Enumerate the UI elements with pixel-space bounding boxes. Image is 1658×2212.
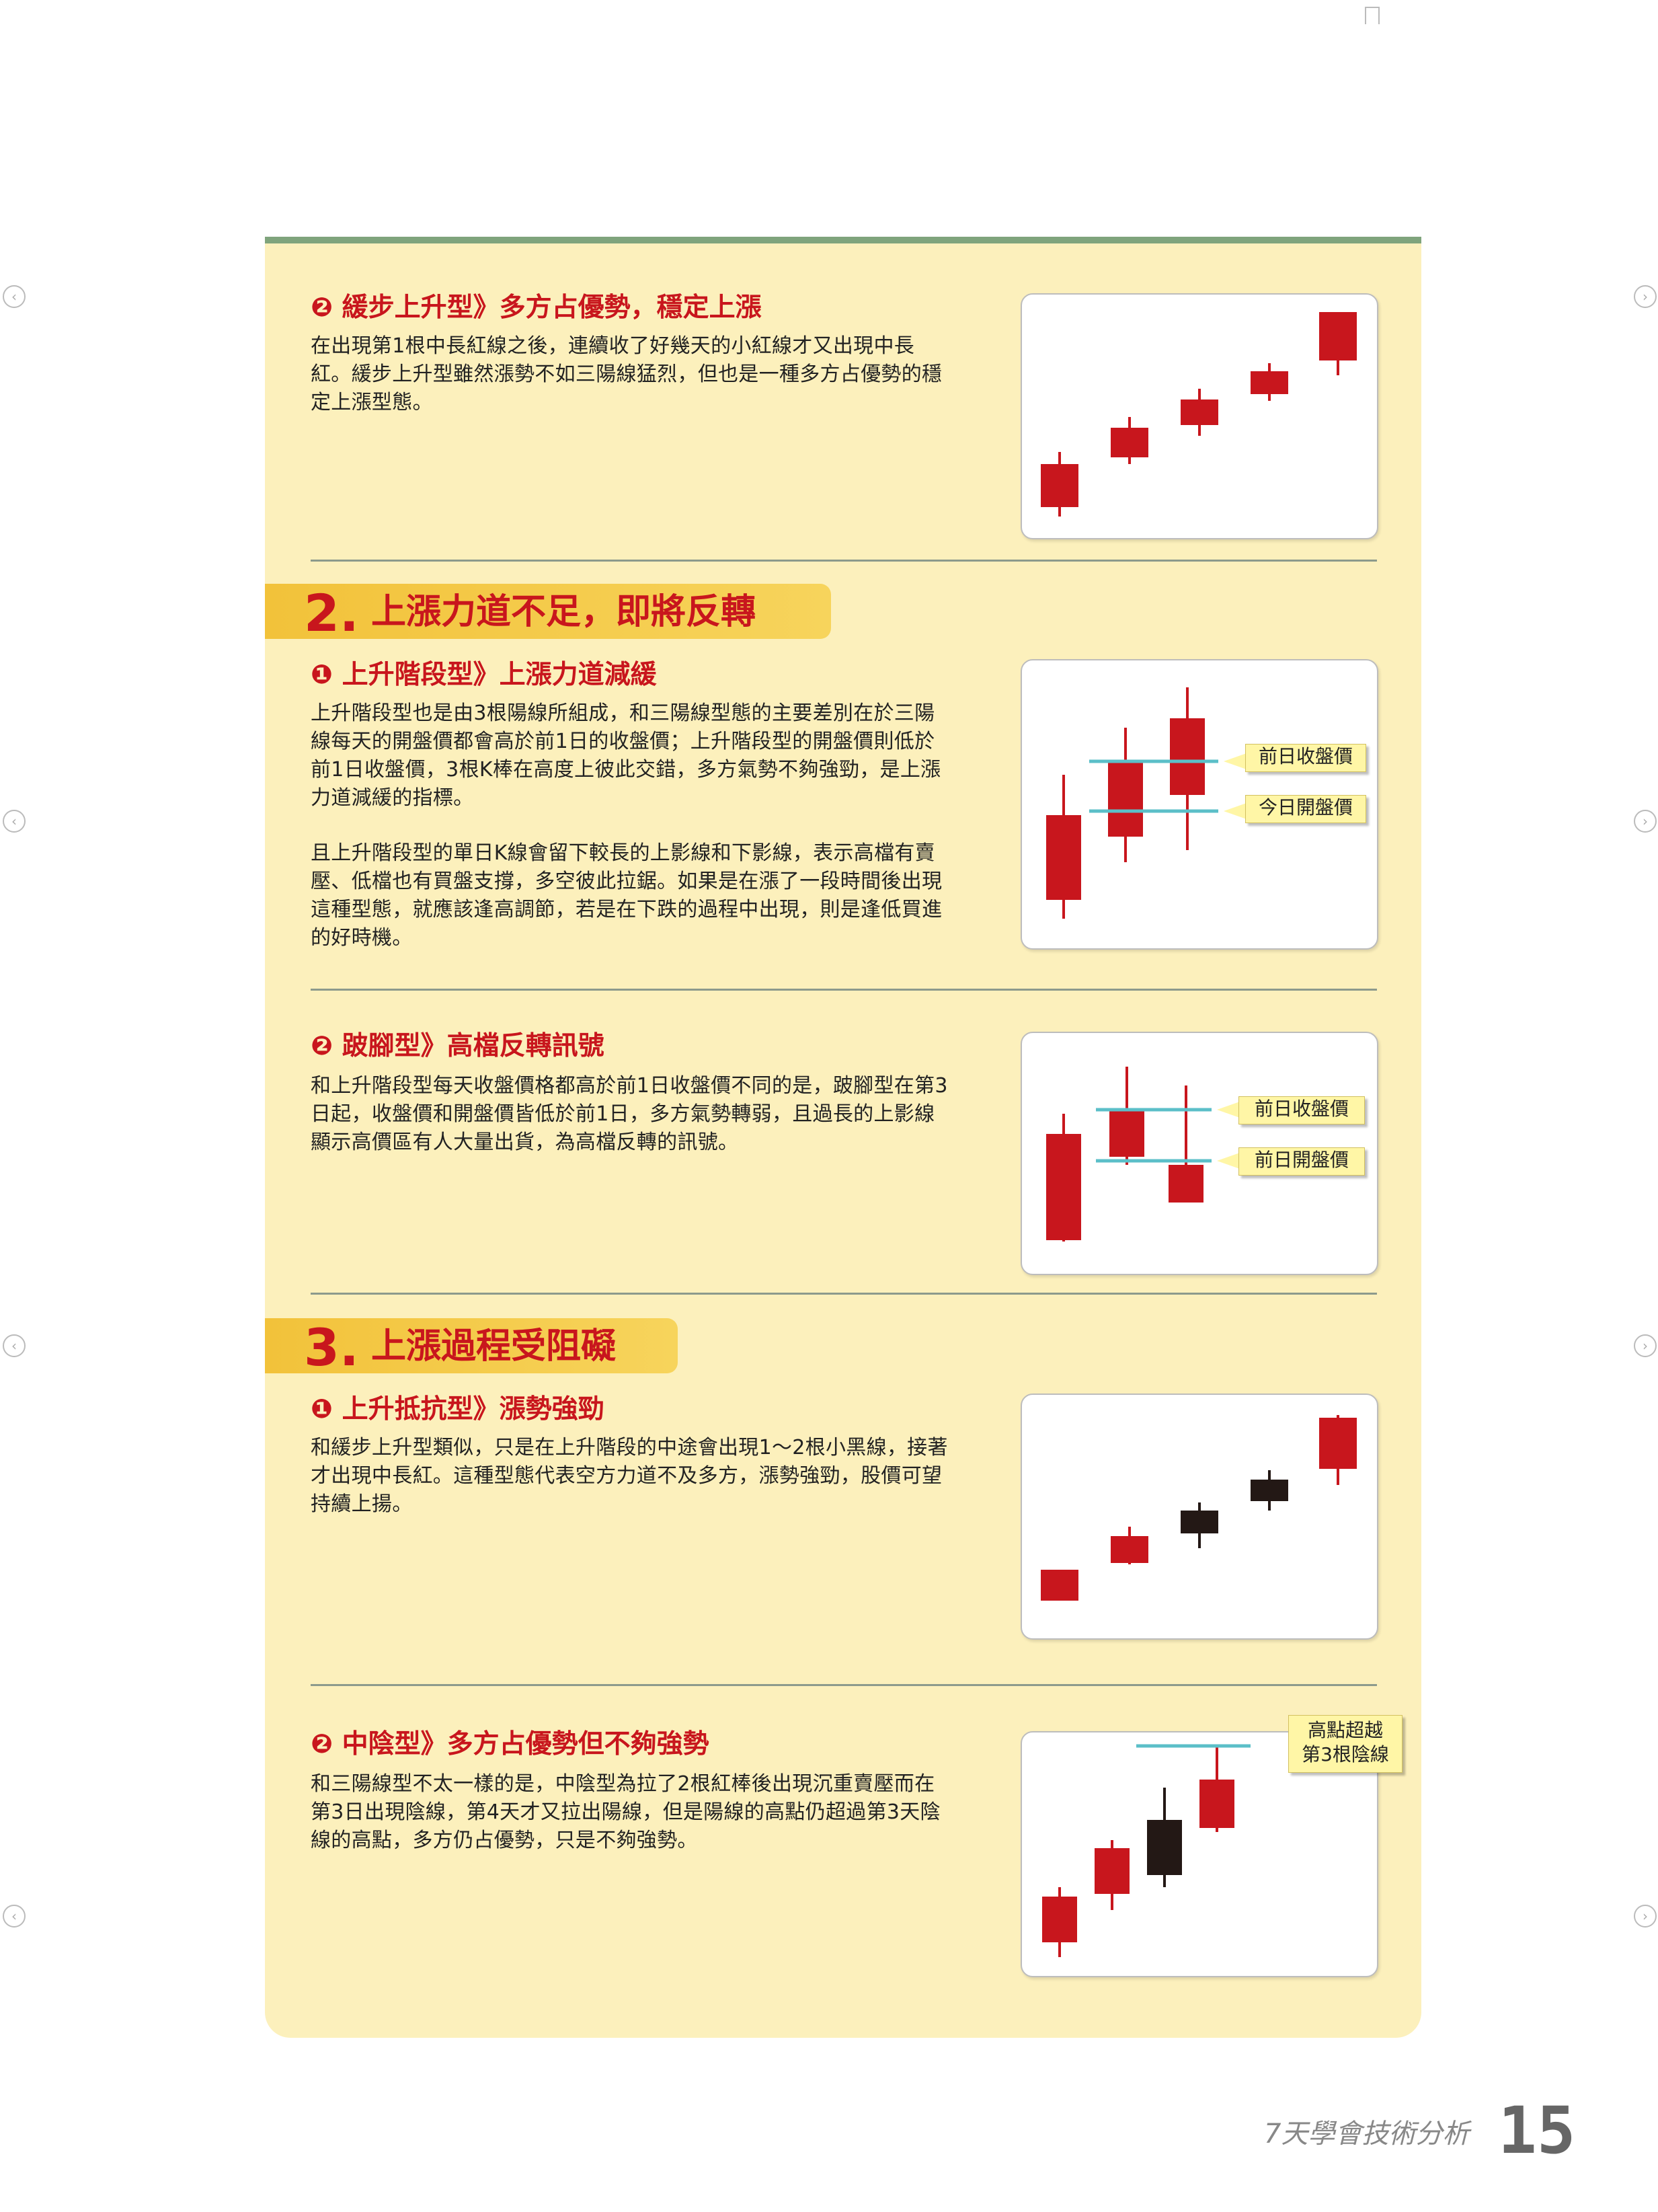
candle-bull <box>1319 1415 1357 1485</box>
candlestick-chart-lame-foot <box>1021 1032 1378 1275</box>
candle-bull <box>1251 363 1288 401</box>
subsection-title: ❷ 緩步上升型》多方占優勢，穩定上漲 <box>311 293 762 323</box>
candle-bull <box>1181 389 1218 436</box>
section-banner <box>265 584 831 639</box>
subsection-body: 和緩步上升型類似，只是在上升階段的中途會出現1～2根小黑線，接著才出現中長紅。這… <box>311 1436 948 1516</box>
callout-prev-open: 前日開盤價 <box>1238 1147 1365 1176</box>
candle-bull <box>1041 1570 1078 1601</box>
subsection-title: ❷ 跛腳型》高檔反轉訊號 <box>311 1031 604 1061</box>
callout-prev-close: 前日收盤價 <box>1238 1096 1365 1124</box>
candle-bear <box>1251 1470 1288 1511</box>
callout-line: 高點超越 <box>1307 1719 1383 1741</box>
section-divider <box>311 1684 1377 1686</box>
candle-bull <box>1108 728 1143 862</box>
page-number: 15 <box>1498 2093 1576 2168</box>
nav-arrow-left-icon[interactable]: ‹ <box>3 1334 26 1357</box>
nav-arrow-left-icon[interactable]: ‹ <box>3 1905 26 1928</box>
callout-high-exceeds: 高點超越 第3根陰線 <box>1288 1715 1403 1773</box>
section-title: 上漲力道不足，即將反轉 <box>371 592 756 632</box>
candle-bull <box>1046 1114 1081 1242</box>
nav-arrow-left-icon[interactable]: ‹ <box>3 810 26 833</box>
section-banner <box>265 1318 678 1373</box>
section-number: 2. <box>304 583 359 643</box>
section-divider <box>311 560 1377 562</box>
candle-bull <box>1095 1840 1130 1910</box>
candle-bull <box>1041 452 1078 517</box>
section-number: 3. <box>304 1318 359 1377</box>
nav-arrow-left-icon[interactable]: ‹ <box>3 285 26 308</box>
candle-bear <box>1147 1788 1182 1887</box>
subsection-body: 和上升階段型每天收盤價格都高於前1日收盤價不同的是，跛腳型在第3日起，收盤價和開… <box>311 1074 948 1154</box>
subsection-body: 且上升階段型的單日K線會留下較長的上影線和下影線，表示高檔有賣壓、低檔也有買盤支… <box>311 841 943 950</box>
nav-arrow-right-icon[interactable]: › <box>1634 1334 1657 1357</box>
nav-arrow-right-icon[interactable]: › <box>1634 285 1657 308</box>
subsection-title: ❶ 上升階段型》上漲力道減緩 <box>311 660 657 690</box>
subsection-title: ❶ 上升抵抗型》漲勢強勁 <box>311 1394 604 1424</box>
candlestick-chart-gradual-rise <box>1021 293 1378 539</box>
callout-prev-close: 前日收盤價 <box>1245 744 1366 772</box>
candle-bull <box>1319 312 1357 375</box>
subsection-title: ❷ 中陰型》多方占優勢但不夠強勢 <box>311 1729 709 1759</box>
candle-bear <box>1181 1502 1218 1548</box>
section-divider <box>311 989 1377 991</box>
candle-bull <box>1199 1745 1234 1832</box>
candlestick-chart-rising-resistance <box>1021 1394 1378 1640</box>
callout-line: 第3根陰線 <box>1302 1743 1389 1765</box>
book-title: 7天學會技術分析 <box>1264 2119 1470 2149</box>
candle-bull <box>1169 1085 1203 1203</box>
section-divider <box>311 1293 1377 1295</box>
candle-bull <box>1111 417 1148 464</box>
callout-today-open: 今日開盤價 <box>1245 795 1366 823</box>
subsection-body: 和三陽線型不太一樣的是，中陰型為拉了2根紅棒後出現沉重賣壓而在第3日出現陰線，第… <box>311 1772 941 1852</box>
bookmark-icon[interactable] <box>1365 7 1380 24</box>
subsection-body: 在出現第1根中長紅線之後，連續收了好幾天的小紅線才又出現中長紅。緩步上升型雖然漲… <box>311 334 943 414</box>
section-title: 上漲過程受阻礙 <box>371 1326 617 1367</box>
candle-bull <box>1111 1527 1148 1564</box>
nav-arrow-right-icon[interactable]: › <box>1634 810 1657 833</box>
candle-bull <box>1042 1887 1077 1957</box>
candle-bull <box>1170 687 1205 850</box>
nav-arrow-right-icon[interactable]: › <box>1634 1905 1657 1928</box>
candle-bull <box>1109 1067 1144 1165</box>
candle-bull <box>1046 775 1081 919</box>
subsection-body: 上升階段型也是由3根陽線所組成，和三陽線型態的主要差別在於三陽線每天的開盤價都會… <box>311 701 941 810</box>
